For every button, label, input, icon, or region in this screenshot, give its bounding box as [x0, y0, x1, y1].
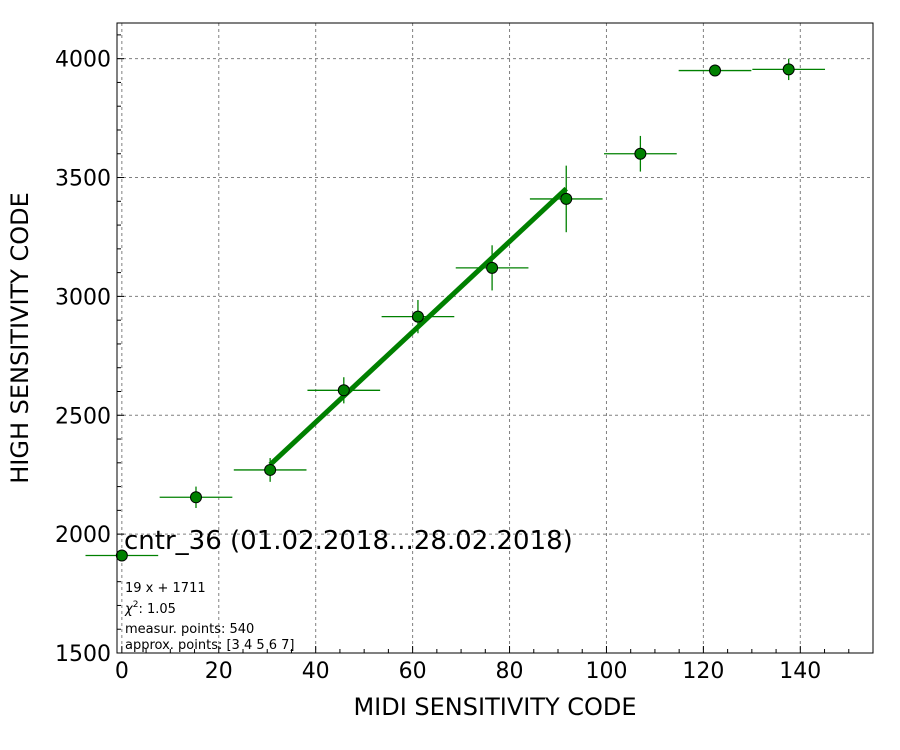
x-tick-label: 120: [682, 659, 724, 684]
y-tick-label: 3500: [55, 167, 111, 192]
y-tick-label: 4000: [55, 48, 111, 73]
y-axis-label: HIGH SENSITIVITY CODE: [6, 192, 34, 484]
y-tick-label: 1500: [55, 642, 111, 667]
x-axis-label: MIDI SENSITIVITY CODE: [353, 693, 636, 721]
y-tick-label: 3000: [55, 285, 111, 310]
data-point: [189, 491, 202, 504]
data-point: [634, 147, 647, 160]
error-bars: [85, 58, 826, 557]
data-point: [709, 64, 722, 77]
approx-points: approx. points: [3 4 5 6 7]: [125, 638, 295, 653]
chi-symbol: χ: [124, 602, 134, 617]
x-tick-label: 40: [302, 659, 330, 684]
chi-exponent: 2: [133, 600, 139, 610]
fit-equation: 19 x + 1711: [125, 581, 206, 596]
data-point: [411, 310, 424, 323]
x-tick-label: 0: [115, 659, 129, 684]
chi-square: χ2: 1.05: [124, 600, 176, 617]
chi-value: 1.05: [147, 602, 176, 617]
measured-points: measur. points: 540: [125, 622, 254, 637]
x-ticks: 0 20 40 60 80 100 120 140: [115, 646, 850, 684]
chart-title: cntr_36 (01.02.2018...28.02.2018): [124, 526, 573, 556]
data-point: [486, 261, 499, 274]
chi-separator: :: [138, 602, 147, 617]
x-tick-label: 80: [496, 659, 524, 684]
data-point: [337, 384, 350, 397]
data-point: [115, 549, 128, 562]
grid: [117, 23, 873, 653]
y-tick-label: 2000: [55, 523, 111, 548]
data-point: [264, 463, 277, 476]
x-tick-label: 140: [779, 659, 821, 684]
x-tick-label: 60: [399, 659, 427, 684]
data-points: [115, 63, 795, 562]
y-tick-label: 2500: [55, 404, 111, 429]
data-point: [782, 63, 795, 76]
plot-frame: [116, 22, 874, 654]
y-ticks: 1500 2000 2500 3000 3500 4000: [55, 34, 124, 667]
x-tick-label: 20: [205, 659, 233, 684]
data-point: [560, 192, 573, 205]
x-tick-label: 100: [585, 659, 627, 684]
